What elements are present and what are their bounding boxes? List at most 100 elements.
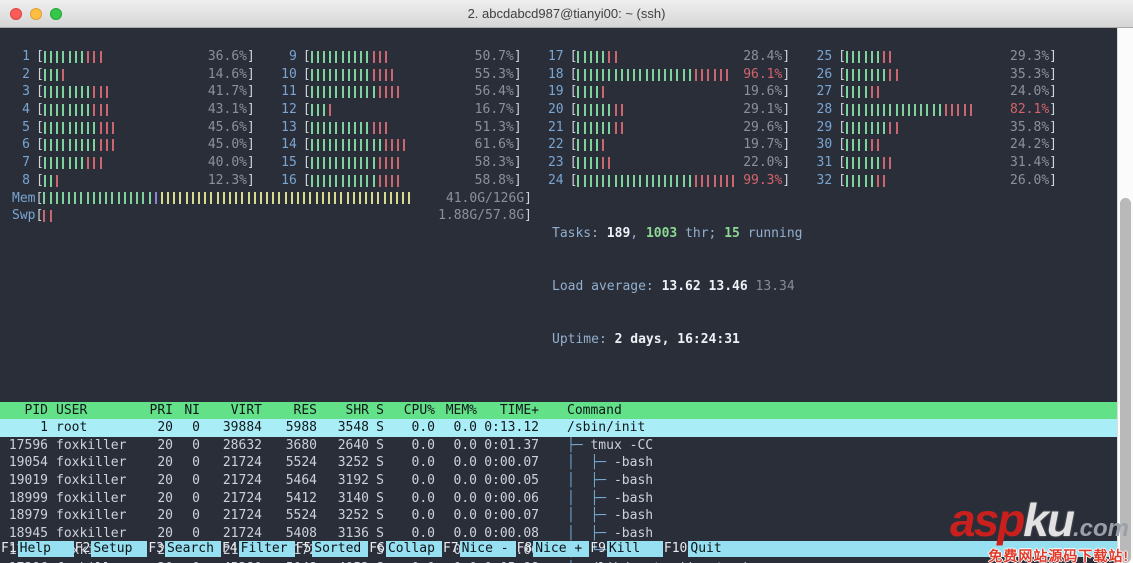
fkey-f6[interactable]: F6 Collap xyxy=(368,541,442,557)
meter-pipe xyxy=(383,192,386,205)
process-table: PID USER PRI NI VIRT RES SHR S CPU% MEM%… xyxy=(0,401,1117,563)
meter-pipe xyxy=(846,68,848,81)
cell-user: foxkiller xyxy=(56,490,127,506)
meter-pipe xyxy=(50,139,53,152)
memory-meter: Mem[ 41.0G/126G] xyxy=(12,190,532,206)
fkey-f1[interactable]: F1 Help xyxy=(0,541,74,557)
meter-pipe xyxy=(384,50,387,63)
meter-pipe xyxy=(74,139,77,152)
fkey-number: F7 xyxy=(442,541,459,556)
meter-pipe xyxy=(384,68,387,81)
close-window-button[interactable] xyxy=(10,8,22,20)
meter-pipe xyxy=(688,68,691,81)
cpu-meter-19: 19 [19.6%] xyxy=(546,83,790,101)
meter-pipe xyxy=(883,156,886,169)
meter-pipe xyxy=(864,68,867,81)
fkey-number: F10 xyxy=(663,541,688,556)
process-row[interactable]: 18999 foxkiller 20 0 21724 5412 3140 S 0.0 0.0 0:0… xyxy=(0,490,1117,508)
meter-pipe xyxy=(378,156,381,169)
fkey-f9[interactable]: F9 Kill xyxy=(589,541,663,557)
meter-pipe xyxy=(80,103,83,116)
meter-pipe xyxy=(216,192,219,205)
meter-pipe xyxy=(62,103,65,116)
meter-pipe xyxy=(329,139,332,152)
meter-pipe xyxy=(676,174,679,187)
cpu-bar xyxy=(577,48,738,66)
fkey-f4[interactable]: F4 Filter xyxy=(221,541,295,557)
cpu-percentage: 82.1% xyxy=(1010,102,1050,118)
minimize-window-button[interactable] xyxy=(30,8,42,20)
zoom-window-button[interactable] xyxy=(50,8,62,20)
cell-command: │ ├─ -bash xyxy=(567,507,1117,525)
meter-pipe xyxy=(858,68,861,81)
meter-pipe xyxy=(341,50,344,63)
tree-branch: │ ├─ xyxy=(567,508,614,524)
meter-pipe xyxy=(583,50,586,63)
meter-pipe xyxy=(366,50,369,63)
fkey-label: Kill xyxy=(606,541,663,557)
meter-pipe xyxy=(353,50,356,63)
meter-pipe xyxy=(870,68,873,81)
meter-pipe xyxy=(316,103,319,116)
fkey-f7[interactable]: F7 Nice - xyxy=(442,541,516,557)
process-row[interactable]: 18979 foxkiller 20 0 21724 5524 3252 S 0.0 0.0 0:0… xyxy=(0,507,1117,525)
fkey-f2[interactable]: F2 Setup xyxy=(74,541,148,557)
cell-pri: 20 xyxy=(157,437,173,453)
meter-pipe xyxy=(366,121,369,134)
meter-pipe xyxy=(589,86,592,99)
cell-virt: 39884 xyxy=(222,420,262,436)
cpu-percentage: 16.7% xyxy=(474,102,514,118)
fkey-label: Sorted xyxy=(312,541,369,557)
meter-pipe xyxy=(858,156,861,169)
process-row[interactable]: 19019 foxkiller 20 0 21724 5464 3192 S 0.0 0.0 0:0… xyxy=(0,472,1117,490)
process-table-header[interactable]: PID USER PRI NI VIRT RES SHR S CPU% MEM%… xyxy=(0,401,1117,420)
cell-s: S xyxy=(376,508,384,524)
cpu-number: 4 xyxy=(22,102,30,118)
command-text: -bash xyxy=(613,525,654,541)
bracket-close: ] xyxy=(246,119,255,135)
meter-pipe xyxy=(583,86,586,99)
cpu-meter-24: 24 [99.3%] xyxy=(546,172,790,190)
cell-command: │ ├─ -bash xyxy=(567,472,1117,490)
scrollbar-thumb[interactable] xyxy=(1120,198,1131,563)
meter-pipe xyxy=(62,50,65,63)
meter-pipe xyxy=(341,86,344,99)
cpu-bar xyxy=(310,48,470,66)
meter-pipe xyxy=(596,139,599,152)
fkey-f5[interactable]: F5 Sorted xyxy=(295,541,369,557)
scrollbar[interactable] xyxy=(1117,28,1133,563)
meter-pipe xyxy=(99,103,102,116)
meter-pipe xyxy=(278,192,281,205)
memory-label: Mem xyxy=(12,190,36,206)
fkey-f10[interactable]: F10 Quit xyxy=(663,541,1117,557)
meter-pipe xyxy=(596,50,599,63)
meter-pipe xyxy=(602,68,605,81)
meter-pipe xyxy=(707,68,710,81)
meter-pipe xyxy=(864,103,867,116)
process-row[interactable]: 18945 foxkiller 20 0 21724 5408 3136 S 0.0 0.0 0:0… xyxy=(0,525,1117,543)
meter-pipe xyxy=(864,121,867,134)
cell-mem: 0.0 xyxy=(453,508,477,524)
meter-pipe xyxy=(889,50,892,63)
meter-pipe xyxy=(372,50,375,63)
meter-pipe xyxy=(105,192,108,205)
cpu-number: 7 xyxy=(22,155,30,171)
process-row[interactable]: 19054 foxkiller 20 0 21724 5524 3252 S 0.0 0.0 0:0… xyxy=(0,455,1117,473)
cpu-bar xyxy=(310,172,470,190)
cpu-number: 14 xyxy=(281,137,297,153)
meter-pipe xyxy=(347,68,350,81)
process-row[interactable]: 17396foxkiller2004538050484052S0.00.00:0… xyxy=(0,560,1117,563)
cpu-percentage: 58.8% xyxy=(474,172,514,188)
cpu-bar xyxy=(577,172,738,190)
meter-pipe xyxy=(316,156,319,169)
process-row-selected[interactable]: 1 root 20 0 39884 5988 3548 S 0.0 0.0 0:13.12/sbin… xyxy=(0,419,1117,437)
process-row[interactable]: 17596 foxkiller 20 0 28632 3680 2640 S 0.0 0.0 0:0… xyxy=(0,437,1117,455)
uptime-line: Uptime: 2 days, 16:24:31 xyxy=(552,332,740,348)
fkey-f8[interactable]: F8 Nice + xyxy=(516,541,590,557)
meter-pipe xyxy=(378,68,381,81)
fkey-f3[interactable]: F3 Search xyxy=(147,541,221,557)
meter-pipe xyxy=(858,174,861,187)
bracket-open: [ xyxy=(36,137,44,153)
bracket-open: [ xyxy=(36,84,44,100)
swap-value: 1.88G/57.8G xyxy=(438,208,525,224)
